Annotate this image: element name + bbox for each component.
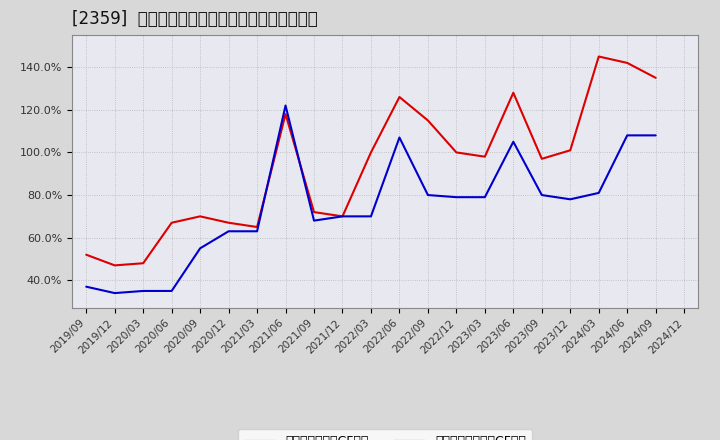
有利子負債フリーCF比率 [196,246,204,251]
有利子負債フリーCF比率 [423,192,432,198]
有利子負債フリーCF比率 [623,133,631,138]
有利子負債営業CF比率 [366,150,375,155]
有利子負債フリーCF比率 [282,103,290,108]
有利子負債営業CF比率 [480,154,489,159]
Text: [2359]  有利子負債キャッシュフロー比率の推移: [2359] 有利子負債キャッシュフロー比率の推移 [72,10,318,28]
有利子負債営業CF比率 [423,118,432,123]
有利子負債営業CF比率 [110,263,119,268]
有利子負債フリーCF比率 [310,218,318,223]
有利子負債フリーCF比率 [167,288,176,293]
有利子負債フリーCF比率 [652,133,660,138]
有利子負債フリーCF比率 [452,194,461,200]
有利子負債フリーCF比率 [338,214,347,219]
有利子負債フリーCF比率 [395,135,404,140]
有利子負債フリーCF比率 [366,214,375,219]
有利子負債フリーCF比率 [110,290,119,296]
有利子負債営業CF比率 [225,220,233,225]
有利子負債営業CF比率 [566,148,575,153]
有利子負債営業CF比率 [509,90,518,95]
有利子負債フリーCF比率 [225,229,233,234]
有利子負債フリーCF比率 [566,197,575,202]
有利子負債フリーCF比率 [537,192,546,198]
Line: 有利子負債営業CF比率: 有利子負債営業CF比率 [86,56,656,265]
有利子負債営業CF比率 [395,94,404,99]
有利子負債営業CF比率 [310,209,318,215]
有利子負債営業CF比率 [652,75,660,81]
有利子負債フリーCF比率 [139,288,148,293]
有利子負債営業CF比率 [167,220,176,225]
有利子負債営業CF比率 [253,224,261,230]
有利子負債フリーCF比率 [253,229,261,234]
有利子負債フリーCF比率 [509,139,518,144]
有利子負債営業CF比率 [537,156,546,161]
有利子負債営業CF比率 [623,60,631,66]
有利子負債営業CF比率 [282,111,290,117]
有利子負債営業CF比率 [595,54,603,59]
有利子負債フリーCF比率 [480,194,489,200]
有利子負債フリーCF比率 [595,190,603,195]
有利子負債営業CF比率 [196,214,204,219]
Line: 有利子負債フリーCF比率: 有利子負債フリーCF比率 [86,106,656,293]
有利子負債営業CF比率 [338,214,347,219]
Legend: 有利子負債営業CF比率, 有利子負債フリーCF比率: 有利子負債営業CF比率, 有利子負債フリーCF比率 [238,429,532,440]
有利子負債営業CF比率 [82,252,91,257]
有利子負債営業CF比率 [139,260,148,266]
有利子負債フリーCF比率 [82,284,91,290]
有利子負債営業CF比率 [452,150,461,155]
